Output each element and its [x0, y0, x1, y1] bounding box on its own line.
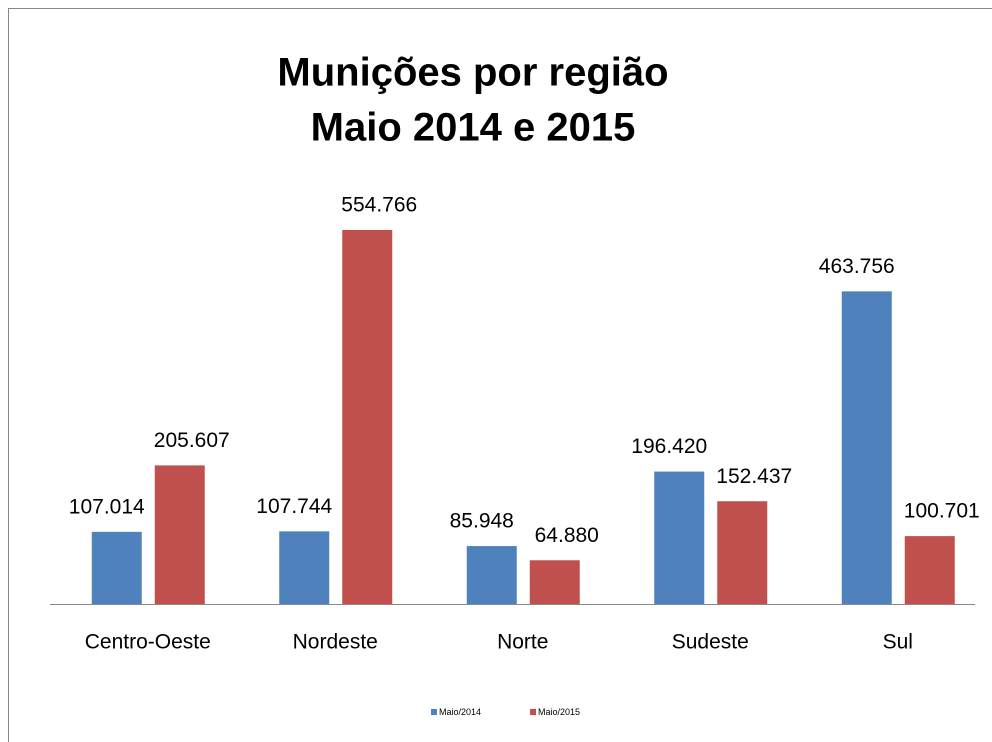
- legend-swatch: [530, 709, 536, 715]
- x-tick-label: Norte: [497, 631, 548, 654]
- legend-swatch: [431, 709, 437, 715]
- legend-label: Maio/2014: [439, 707, 481, 717]
- data-label: 463.756: [819, 255, 895, 278]
- data-label: 107.014: [69, 495, 145, 518]
- chart-title: Munições por região: [277, 51, 668, 95]
- data-label: 85.948: [450, 510, 514, 533]
- data-label: 152.437: [716, 465, 792, 488]
- data-label: 554.766: [341, 194, 417, 217]
- data-label: 64.880: [535, 524, 599, 547]
- chart-border: [8, 8, 992, 742]
- x-tick-label: Centro-Oeste: [85, 631, 211, 654]
- data-label: 100.701: [904, 500, 980, 523]
- bar: [841, 291, 892, 604]
- bar: [904, 536, 955, 604]
- bar: [342, 230, 393, 604]
- x-tick-label: Sudeste: [672, 631, 749, 654]
- bar: [466, 546, 517, 604]
- bar: [279, 531, 330, 604]
- bar: [717, 501, 768, 604]
- bar: [654, 471, 705, 604]
- data-label: 205.607: [154, 429, 230, 452]
- bar: [154, 465, 205, 604]
- bar: [91, 531, 142, 604]
- chart-title: Maio 2014 e 2015: [311, 106, 636, 150]
- bar: [529, 560, 580, 604]
- data-label: 196.420: [631, 435, 707, 458]
- data-label: 107.744: [256, 495, 332, 518]
- x-tick-label: Sul: [883, 631, 913, 654]
- x-tick-label: Nordeste: [293, 631, 378, 654]
- legend-label: Maio/2015: [538, 707, 580, 717]
